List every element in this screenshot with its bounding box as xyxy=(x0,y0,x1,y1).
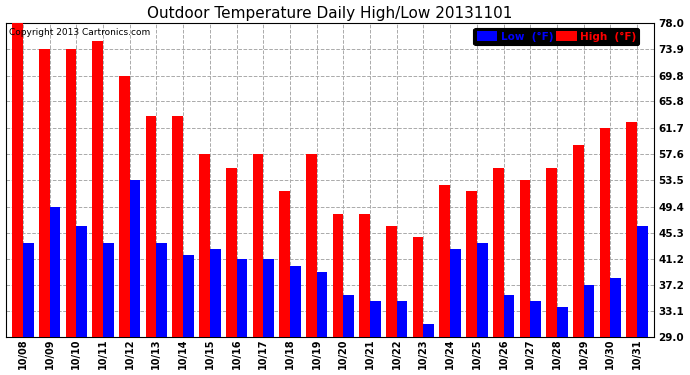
Bar xyxy=(210,249,221,375)
Bar xyxy=(600,128,611,375)
Bar xyxy=(157,243,167,375)
Bar xyxy=(306,154,317,375)
Bar xyxy=(504,295,514,375)
Bar xyxy=(530,301,541,375)
Bar xyxy=(637,226,648,375)
Bar xyxy=(12,23,23,375)
Bar xyxy=(199,154,210,375)
Bar xyxy=(493,168,504,375)
Bar xyxy=(450,249,461,375)
Text: Copyright 2013 Cartronics.com: Copyright 2013 Cartronics.com xyxy=(9,28,150,37)
Bar xyxy=(172,116,183,375)
Bar xyxy=(466,191,477,375)
Bar xyxy=(477,243,488,375)
Bar xyxy=(557,307,568,375)
Bar xyxy=(119,76,130,375)
Bar xyxy=(77,226,87,375)
Bar xyxy=(397,301,407,375)
Bar xyxy=(344,295,354,375)
Bar xyxy=(290,266,301,375)
Bar xyxy=(359,214,370,375)
Bar xyxy=(23,243,34,375)
Bar xyxy=(253,154,263,375)
Bar xyxy=(226,168,237,375)
Bar xyxy=(573,145,584,375)
Bar xyxy=(370,301,381,375)
Bar xyxy=(130,180,140,375)
Bar xyxy=(146,116,157,375)
Bar xyxy=(92,41,103,375)
Bar xyxy=(413,237,424,375)
Bar xyxy=(584,285,594,375)
Bar xyxy=(39,50,50,375)
Bar xyxy=(317,272,327,375)
Bar xyxy=(183,255,194,375)
Bar xyxy=(66,50,77,375)
Bar xyxy=(424,324,434,375)
Bar xyxy=(520,180,530,375)
Bar xyxy=(50,207,60,375)
Bar xyxy=(333,214,344,375)
Bar xyxy=(546,168,557,375)
Bar xyxy=(627,122,637,375)
Bar xyxy=(440,185,450,375)
Title: Outdoor Temperature Daily High/Low 20131101: Outdoor Temperature Daily High/Low 20131… xyxy=(147,6,513,21)
Bar xyxy=(611,278,621,375)
Bar xyxy=(386,226,397,375)
Bar xyxy=(237,259,247,375)
Bar xyxy=(279,191,290,375)
Bar xyxy=(103,243,114,375)
Legend: Low  (°F), High  (°F): Low (°F), High (°F) xyxy=(473,28,640,45)
Bar xyxy=(263,259,274,375)
